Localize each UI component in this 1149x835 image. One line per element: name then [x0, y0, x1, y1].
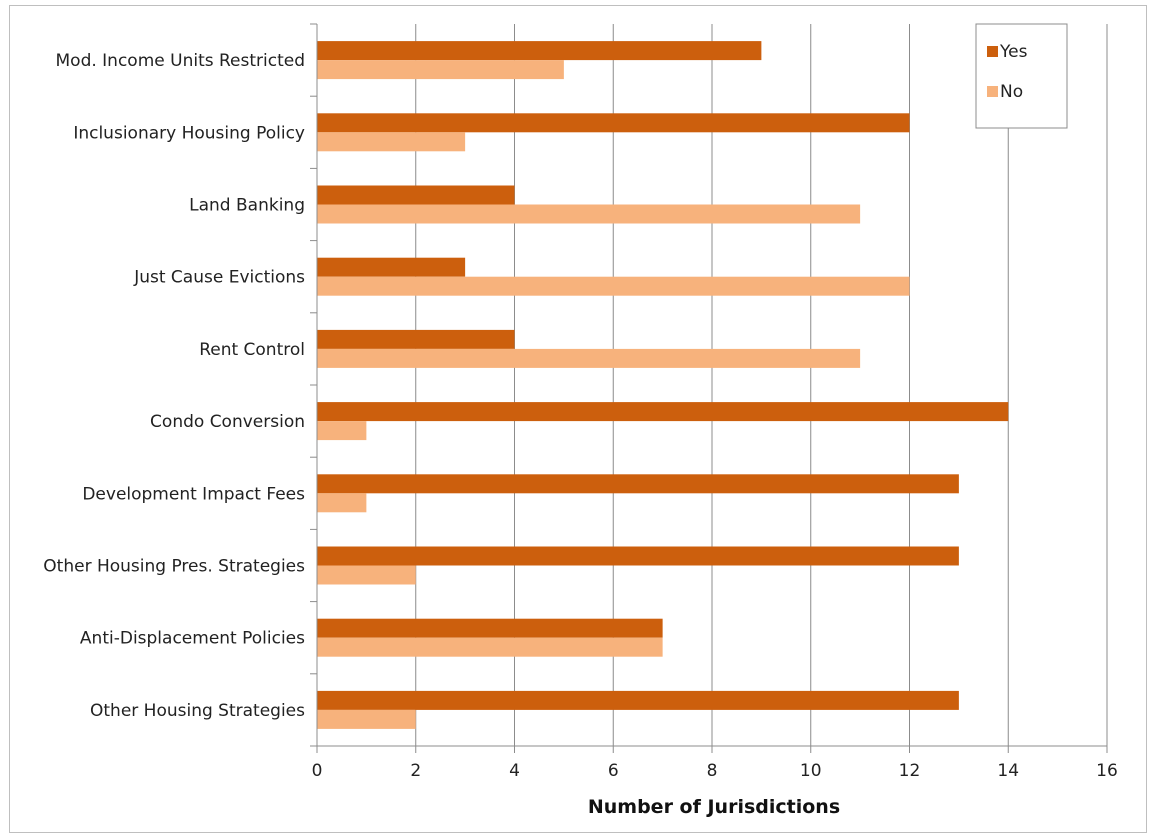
x-tick-label: 10: [800, 761, 822, 781]
bar-chart: 0 2 4 6 8 10 12 14 16 Mod. Income Units Restricte…: [43, 23, 1118, 818]
bar-no: [317, 637, 663, 657]
category-label: Land Banking: [189, 196, 305, 216]
bar-no: [317, 421, 367, 441]
category-label: Mod. Income Units Restricted: [56, 51, 306, 71]
bar-yes: [317, 618, 663, 638]
legend: Yes No: [975, 23, 1068, 129]
bar-yes: [317, 41, 762, 61]
category-label: Inclusionary Housing Policy: [73, 123, 305, 143]
labels: 0 2 4 6 8 10 12 14 16 Mod. Income Units Restricte…: [43, 51, 1118, 781]
bar-no: [317, 60, 564, 80]
legend-label-yes: Yes: [999, 42, 1028, 62]
x-tick-label: 16: [1096, 761, 1118, 781]
x-tick-label: 12: [899, 761, 921, 781]
chart-frame: 0 2 4 6 8 10 12 14 16 Mod. Income Units Restricte…: [9, 5, 1147, 833]
x-tick-label: 2: [410, 761, 421, 781]
x-tick-label: 14: [997, 761, 1019, 781]
bar-yes: [317, 257, 466, 277]
bar-no: [317, 132, 466, 152]
category-label: Other Housing Strategies: [90, 701, 305, 721]
bar-yes: [317, 185, 515, 205]
legend-swatch-no: [987, 86, 998, 97]
bar-no: [317, 493, 367, 513]
x-tick-label: 8: [707, 761, 718, 781]
axes: [310, 23, 1108, 753]
x-tick-label: 4: [509, 761, 520, 781]
gridlines: [415, 24, 1108, 746]
category-label: Other Housing Pres. Strategies: [43, 557, 305, 577]
bars: [317, 41, 1009, 729]
bar-no: [317, 709, 416, 729]
bar-yes: [317, 690, 959, 710]
category-label: Rent Control: [199, 340, 305, 360]
category-label: Development Impact Fees: [82, 484, 305, 504]
bar-yes: [317, 113, 910, 133]
bar-no: [317, 348, 861, 368]
legend-label-no: No: [1000, 82, 1023, 102]
x-tick-label: 0: [312, 761, 323, 781]
bar-yes: [317, 474, 959, 494]
category-label: Just Cause Evictions: [133, 268, 305, 288]
legend-box: [975, 23, 1068, 129]
bar-no: [317, 565, 416, 585]
x-tick-label: 6: [608, 761, 619, 781]
x-axis-title: Number of Jurisdictions: [588, 796, 840, 818]
legend-swatch-yes: [987, 46, 998, 57]
bar-yes: [317, 546, 959, 566]
bar-no: [317, 276, 910, 296]
category-label: Condo Conversion: [150, 412, 305, 432]
bar-yes: [317, 402, 1009, 422]
category-label: Anti-Displacement Policies: [80, 629, 305, 649]
bar-no: [317, 204, 861, 224]
bar-yes: [317, 329, 515, 349]
